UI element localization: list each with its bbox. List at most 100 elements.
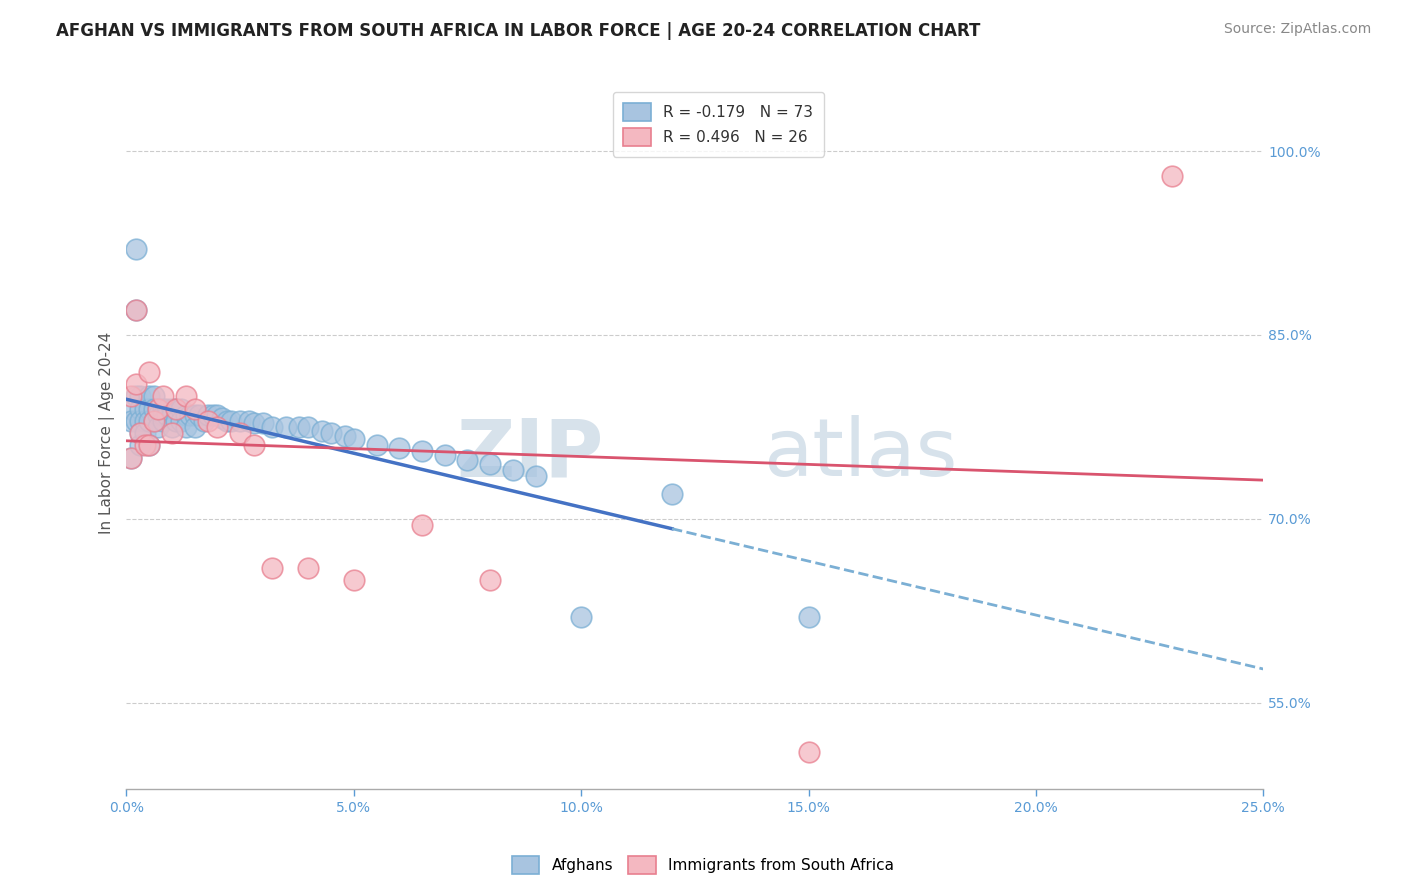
Point — [129, 438, 152, 452]
Point — [166, 414, 188, 428]
Point — [215, 414, 238, 428]
Point — [479, 574, 502, 588]
Point — [797, 610, 820, 624]
Point — [170, 414, 193, 428]
Point — [188, 408, 211, 422]
Point — [243, 438, 266, 452]
Point — [129, 426, 152, 441]
Point — [661, 487, 683, 501]
Point — [343, 574, 366, 588]
Point — [433, 448, 456, 462]
Point — [288, 420, 311, 434]
Point — [148, 408, 170, 422]
Point — [142, 389, 165, 403]
Point — [120, 414, 142, 428]
Point — [193, 414, 215, 428]
Point — [152, 408, 174, 422]
Point — [134, 401, 156, 416]
Point — [297, 561, 319, 575]
Y-axis label: In Labor Force | Age 20-24: In Labor Force | Age 20-24 — [100, 332, 115, 534]
Point — [138, 438, 160, 452]
Point — [120, 401, 142, 416]
Point — [260, 561, 283, 575]
Point — [138, 401, 160, 416]
Point — [142, 401, 165, 416]
Point — [260, 420, 283, 434]
Point — [160, 408, 183, 422]
Point — [297, 420, 319, 434]
Point — [183, 408, 205, 422]
Point — [311, 424, 333, 438]
Point — [207, 420, 229, 434]
Point — [134, 438, 156, 452]
Point — [124, 414, 146, 428]
Legend: Afghans, Immigrants from South Africa: Afghans, Immigrants from South Africa — [506, 850, 900, 880]
Point — [134, 414, 156, 428]
Point — [129, 414, 152, 428]
Point — [138, 438, 160, 452]
Point — [183, 420, 205, 434]
Point — [201, 408, 224, 422]
Point — [142, 414, 165, 428]
Legend: R = -0.179   N = 73, R = 0.496   N = 26: R = -0.179 N = 73, R = 0.496 N = 26 — [613, 92, 824, 156]
Point — [124, 242, 146, 256]
Point — [333, 428, 356, 442]
Point — [160, 420, 183, 434]
Point — [124, 303, 146, 318]
Point — [411, 518, 433, 533]
Point — [479, 457, 502, 471]
Point — [366, 438, 388, 452]
Point — [166, 401, 188, 416]
Point — [319, 426, 342, 441]
Point — [124, 303, 146, 318]
Point — [138, 414, 160, 428]
Point — [152, 389, 174, 403]
Point — [411, 444, 433, 458]
Point — [456, 453, 478, 467]
Point — [129, 426, 152, 441]
Text: atlas: atlas — [763, 416, 957, 493]
Point — [120, 389, 142, 403]
Point — [170, 401, 193, 416]
Point — [197, 414, 219, 428]
Point — [160, 401, 183, 416]
Point — [179, 408, 201, 422]
Point — [502, 463, 524, 477]
Point — [569, 610, 592, 624]
Point — [1161, 169, 1184, 183]
Point — [174, 389, 197, 403]
Point — [229, 414, 252, 428]
Point — [148, 401, 170, 416]
Point — [156, 408, 179, 422]
Point — [152, 401, 174, 416]
Point — [229, 426, 252, 441]
Point — [174, 408, 197, 422]
Point — [243, 417, 266, 431]
Point — [524, 469, 547, 483]
Point — [129, 401, 152, 416]
Point — [197, 408, 219, 422]
Point — [388, 441, 411, 455]
Point — [152, 414, 174, 428]
Point — [120, 450, 142, 465]
Point — [134, 426, 156, 441]
Point — [174, 420, 197, 434]
Point — [207, 408, 229, 422]
Point — [129, 389, 152, 403]
Point — [120, 450, 142, 465]
Point — [148, 401, 170, 416]
Point — [142, 414, 165, 428]
Point — [166, 401, 188, 416]
Point — [219, 414, 242, 428]
Point — [797, 745, 820, 759]
Point — [343, 432, 366, 446]
Point — [124, 389, 146, 403]
Point — [274, 420, 297, 434]
Point — [238, 414, 260, 428]
Point — [138, 389, 160, 403]
Point — [160, 426, 183, 441]
Point — [252, 417, 274, 431]
Point — [211, 411, 233, 425]
Point — [183, 401, 205, 416]
Text: AFGHAN VS IMMIGRANTS FROM SOUTH AFRICA IN LABOR FORCE | AGE 20-24 CORRELATION CH: AFGHAN VS IMMIGRANTS FROM SOUTH AFRICA I… — [56, 22, 980, 40]
